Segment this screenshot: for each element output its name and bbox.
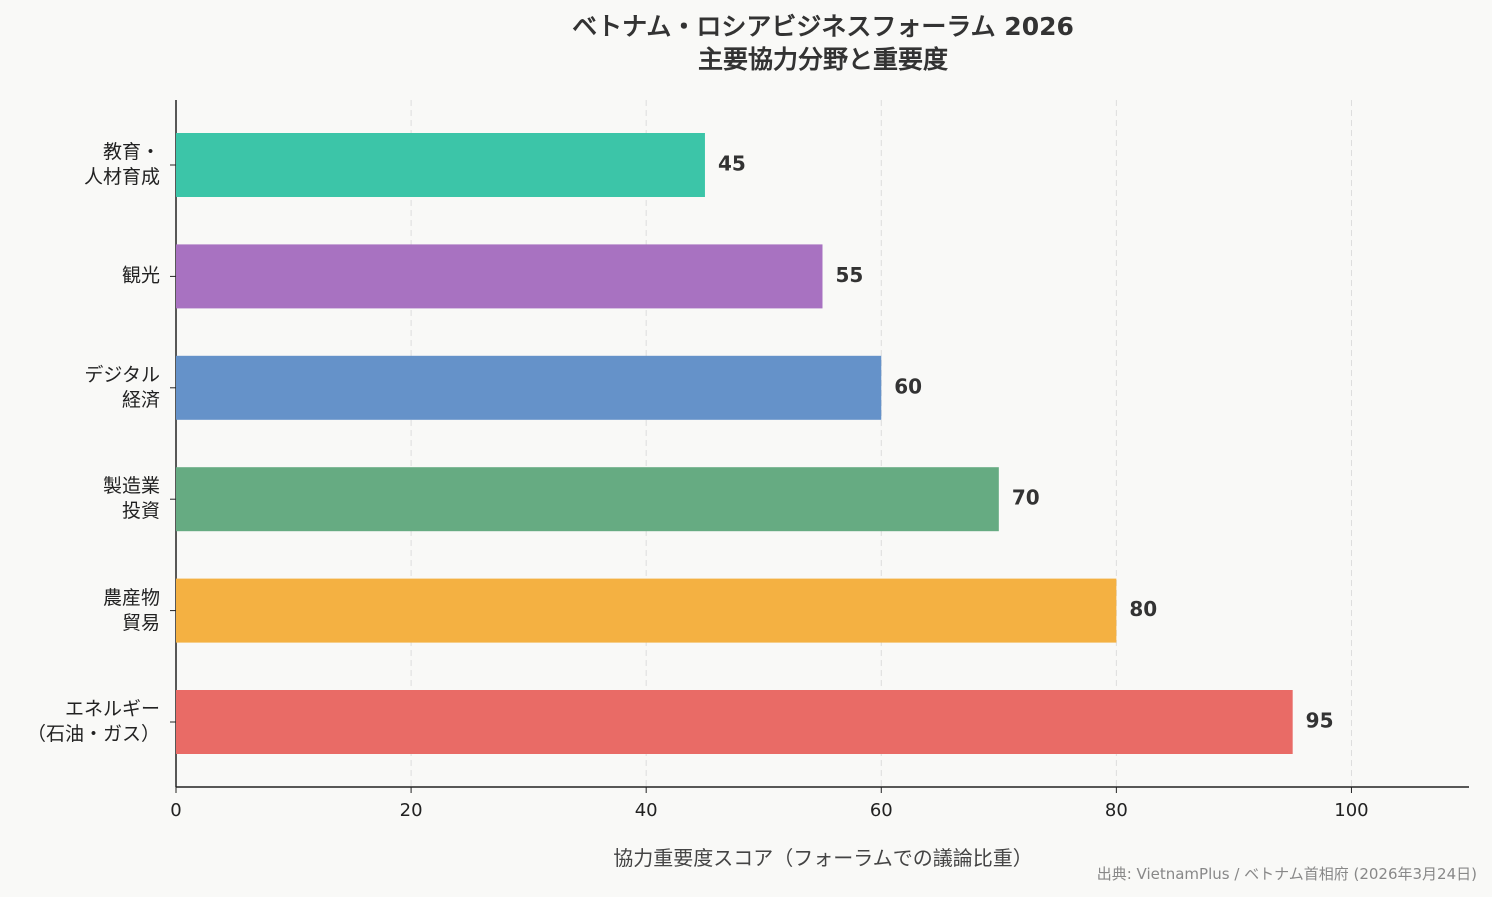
bar [176,467,999,532]
x-tick-label: 20 [400,800,423,821]
bar [176,244,823,309]
bar [176,355,882,420]
x-axis-label: 協力重要度スコア（フォーラムでの議論比重） [613,846,1033,870]
value-label: 95 [1306,709,1334,733]
x-tick-label: 100 [1334,800,1368,821]
bar [176,578,1117,643]
y-tick-label: デジタル 経済 [84,363,160,411]
bar [176,690,1293,754]
y-tick-label: 農産物 貿易 [102,586,160,634]
x-tick-label: 80 [1105,800,1128,821]
source-note: 出典: VietnamPlus / ベトナム首相府 (2026年3月24日) [1096,865,1477,883]
x-tick-label: 60 [870,800,893,821]
y-tick-label: 観光 [121,264,160,287]
value-label: 55 [836,263,864,287]
y-tick-label: 教育・ 人材育成 [83,141,160,188]
value-label: 80 [1129,597,1157,621]
value-label: 45 [718,152,746,176]
x-tick-label: 40 [635,800,658,821]
value-label: 70 [1012,486,1040,510]
y-tick-label: 製造業 投資 [102,475,160,523]
chart-title: ベトナム・ロシアビジネスフォーラム 2026 主要協力分野と重要度 [572,12,1074,74]
bar [176,133,705,197]
value-label: 60 [894,374,922,398]
x-tick-label: 0 [170,800,181,821]
y-tick-label: エネルギー （石油・ガス） [26,698,160,745]
